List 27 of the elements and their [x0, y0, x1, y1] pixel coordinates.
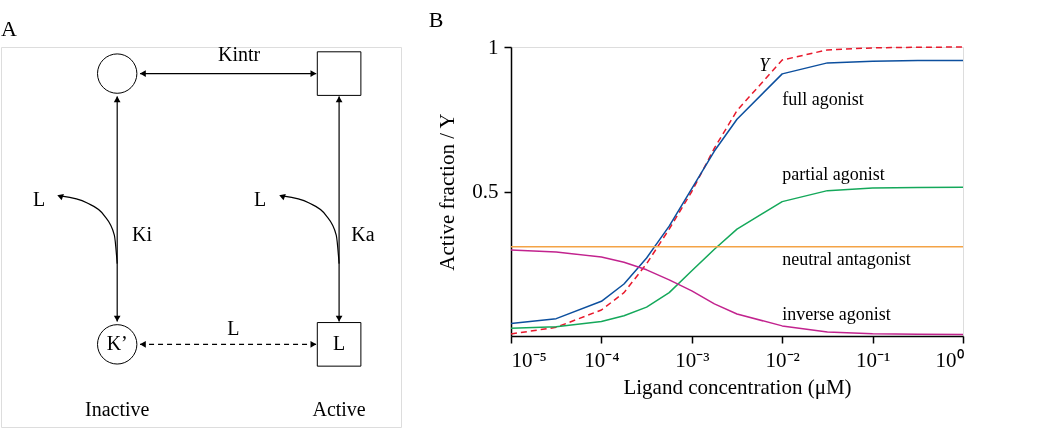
- chart-title: B: [428, 7, 444, 32]
- x-tick-label: 10⁻⁴: [584, 347, 620, 372]
- series-label: neutral antagonist: [782, 248, 911, 269]
- text: A: [1, 15, 17, 41]
- x-tick-label: 10⁰: [935, 347, 964, 372]
- x-tick-label: 10⁻²: [765, 347, 800, 372]
- series-label: full agonist: [782, 88, 864, 109]
- x-tick-label: 10⁻³: [675, 347, 710, 372]
- y-tick-label: 0.5: [472, 179, 499, 203]
- text: L: [227, 317, 240, 340]
- x-tick-label: 10⁻⁵: [511, 347, 547, 372]
- series-label: partial agonist: [782, 163, 885, 184]
- x-axis-title: Ligand concentration (μM): [623, 374, 852, 399]
- text: K’: [106, 332, 128, 355]
- text: Inactive: [84, 397, 150, 420]
- text: L: [253, 187, 267, 210]
- text: Kintr: [217, 42, 261, 65]
- text: L: [32, 187, 46, 210]
- y-axis-title: Active fraction / Y: [435, 113, 460, 271]
- series-label: inverse agonist: [782, 303, 891, 324]
- series-label: Y: [759, 55, 772, 75]
- text: Ki: [131, 223, 153, 246]
- text: L: [332, 332, 346, 355]
- text: Active: [312, 397, 366, 420]
- x-tick-label: 10⁻¹: [855, 347, 891, 372]
- y-tick-label: 1: [488, 34, 499, 59]
- text: Ka: [351, 223, 375, 246]
